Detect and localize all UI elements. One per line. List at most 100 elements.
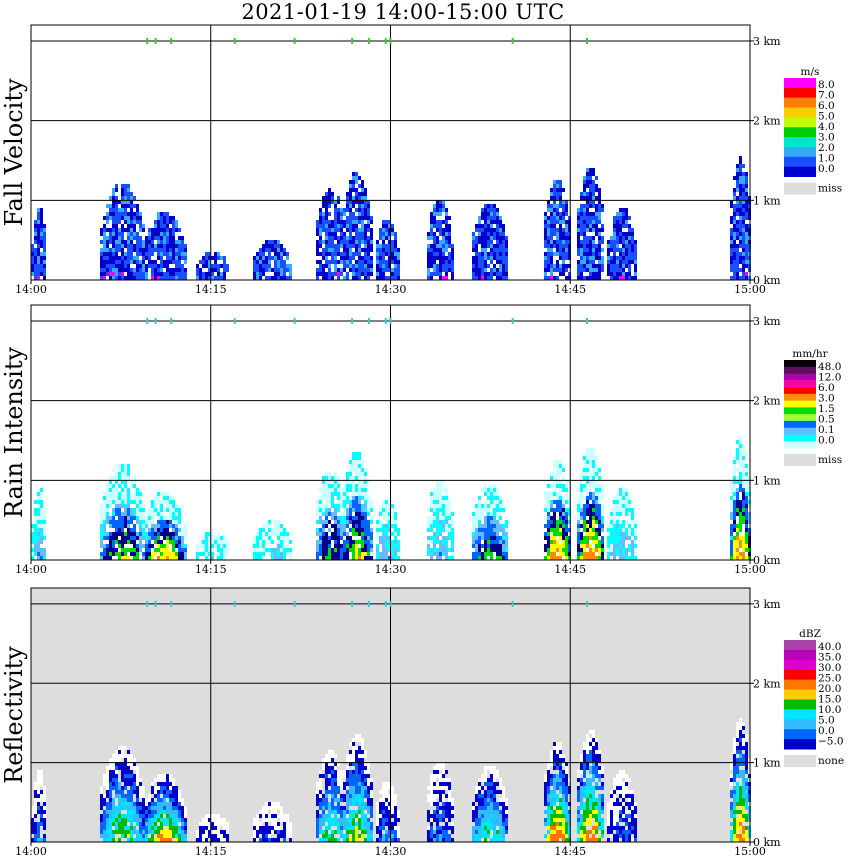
reflectivity-legend-swatch	[784, 719, 816, 730]
reflectivity-legend-swatch	[784, 649, 816, 661]
reflectivity-legend-swatch	[784, 689, 816, 700]
rain-intensity-echo-layer	[31, 436, 751, 560]
fall-velocity-legend-miss-swatch	[784, 182, 816, 195]
reflectivity-legend-swatch	[784, 669, 816, 681]
rain-intensity-ytick-label: 0 km	[753, 554, 781, 567]
fall-velocity-legend-label: 1.0	[818, 153, 835, 165]
rain-intensity-legend-label: 0.5	[818, 414, 835, 426]
rain-intensity-legend-swatch	[784, 400, 816, 408]
fall-velocity-xtick-label: 14:00	[15, 283, 47, 296]
fall-velocity-echo-layer	[31, 156, 751, 280]
reflectivity-legend-label: −5.0	[818, 736, 844, 748]
rain-intensity-legend-miss-label: miss	[818, 454, 842, 466]
reflectivity-legend-label: 30.0	[818, 662, 841, 674]
fall-velocity-legend: m/s8.07.06.05.04.03.02.01.00.0 miss	[784, 66, 842, 195]
rain-intensity-ytick-label: 2 km	[753, 395, 781, 408]
rain-intensity-legend-unit: mm/hr	[792, 348, 828, 360]
fall-velocity-axis-title: Fall Velocity	[0, 78, 28, 227]
reflectivity-xtick-label: 14:00	[15, 845, 47, 858]
rain-intensity-axis-title: Rain Intensity	[0, 347, 28, 519]
fall-velocity-legend-swatch	[784, 97, 816, 109]
reflectivity-xtick-label: 14:30	[375, 845, 407, 858]
fall-velocity-legend-swatch	[784, 146, 816, 158]
fall-velocity-ytick-label: 2 km	[753, 115, 781, 128]
reflectivity-legend-label: 5.0	[818, 715, 835, 727]
fall-velocity-legend-label: 4.0	[818, 121, 835, 133]
fall-velocity-legend-swatch	[784, 87, 816, 99]
rain-intensity-legend-swatch	[784, 441, 816, 449]
fall-velocity-legend-swatch	[784, 107, 816, 118]
fall-velocity-legend-unit: m/s	[801, 66, 820, 78]
rain-intensity-legend-label: 0.0	[818, 435, 835, 447]
reflectivity-legend-swatch	[784, 659, 816, 671]
fall-velocity-legend-label: 0.0	[818, 163, 835, 175]
reflectivity-legend-label: 20.0	[818, 683, 841, 695]
fall-velocity-legend-label: 2.0	[818, 142, 835, 154]
reflectivity-legend-swatch	[784, 709, 816, 720]
reflectivity-legend-miss-label: none	[818, 755, 844, 767]
reflectivity-ytick-label: 0 km	[753, 836, 781, 849]
rain-intensity-legend-swatch	[784, 380, 816, 388]
reflectivity-echo-layer	[31, 718, 751, 842]
reflectivity-xtick-label: 14:15	[195, 845, 227, 858]
reflectivity-legend-swatch	[784, 729, 816, 740]
rain-intensity-legend-swatch	[784, 373, 816, 381]
reflectivity-legend-swatch	[784, 699, 816, 710]
rain-intensity-legend-swatch	[784, 414, 816, 422]
rain-intensity-legend-swatch	[784, 407, 816, 415]
fall-velocity-xtick-label: 15:00	[734, 283, 766, 296]
reflectivity-xtick-label: 15:00	[734, 845, 766, 858]
fall-velocity-xtick-label: 14:45	[554, 283, 586, 296]
reflectivity-legend-label: 0.0	[818, 725, 835, 737]
reflectivity-ytick-label: 1 km	[753, 757, 781, 770]
rain-intensity-xtick-label: 14:00	[15, 563, 47, 576]
rain-intensity-xtick-label: 14:45	[554, 563, 586, 576]
reflectivity-ytick-label: 3 km	[753, 598, 781, 611]
reflectivity-legend-label: 35.0	[818, 652, 841, 664]
reflectivity-legend-swatch	[784, 739, 816, 750]
rain-intensity-legend-swatch	[784, 434, 816, 442]
reflectivity-axis-title: Reflectivity	[0, 646, 28, 784]
rain-intensity-legend-label: 0.1	[818, 424, 835, 436]
fall-velocity-legend-label: 5.0	[818, 111, 835, 123]
rain-intensity-legend-swatch	[784, 387, 816, 395]
fall-velocity-ytick-label: 1 km	[753, 194, 781, 207]
reflectivity-legend-label: 25.0	[818, 673, 841, 685]
rain-intensity-legend-swatch	[784, 366, 816, 375]
rain-intensity-ytick-label: 3 km	[753, 315, 781, 328]
rain-intensity-legend-label: 48.0	[818, 361, 841, 373]
fall-velocity-legend-swatch	[784, 117, 816, 128]
rain-intensity-legend-label: 3.0	[818, 393, 835, 405]
rain-intensity-legend-swatch	[784, 427, 816, 435]
fall-velocity-legend-swatch	[784, 156, 816, 168]
fall-velocity-xtick-label: 14:30	[375, 283, 407, 296]
fall-velocity-legend-swatch	[784, 78, 816, 89]
rain-intensity-legend-miss-swatch	[784, 454, 816, 466]
rain-intensity-xtick-label: 15:00	[734, 563, 766, 576]
rain-intensity-legend-swatch	[784, 420, 816, 429]
rain-intensity-legend-swatch	[784, 393, 816, 402]
fall-velocity-legend-swatch	[784, 166, 816, 177]
fall-velocity-legend-label: 6.0	[818, 100, 835, 112]
rain-intensity-xtick-label: 14:15	[195, 563, 227, 576]
reflectivity-legend-label: 10.0	[818, 704, 841, 716]
reflectivity-legend-swatch	[784, 640, 816, 651]
reflectivity-legend-label: 15.0	[818, 694, 841, 706]
fall-velocity-legend-swatch	[784, 127, 816, 138]
reflectivity-panel: 14:00 14:15 14:30 14:45 15:000 km 1 km 2 km 3 k…	[0, 587, 844, 858]
rain-intensity-ytick-label: 1 km	[753, 474, 781, 487]
fall-velocity-ytick-label: 0 km	[753, 274, 781, 287]
fall-velocity-legend-swatch	[784, 137, 816, 148]
reflectivity-xtick-label: 14:45	[554, 845, 586, 858]
rain-intensity-panel: 14:00 14:15 14:30 14:45 15:000 km 1 km 2 km 3 k…	[0, 304, 842, 576]
chart-title: 2021-01-19 14:00-15:00 UTC	[241, 0, 565, 24]
rain-intensity-xtick-label: 14:30	[375, 563, 407, 576]
fall-velocity-legend-label: 3.0	[818, 132, 835, 144]
fall-velocity-panel: 14:00 14:15 14:30 14:45 15:000 km 1 km 2 km 3 k…	[0, 24, 842, 296]
reflectivity-legend-label: 40.0	[818, 641, 841, 653]
fall-velocity-legend-label: 7.0	[818, 90, 835, 102]
rain-intensity-legend-label: 1.5	[818, 403, 835, 415]
fall-velocity-legend-label: 8.0	[818, 79, 835, 91]
